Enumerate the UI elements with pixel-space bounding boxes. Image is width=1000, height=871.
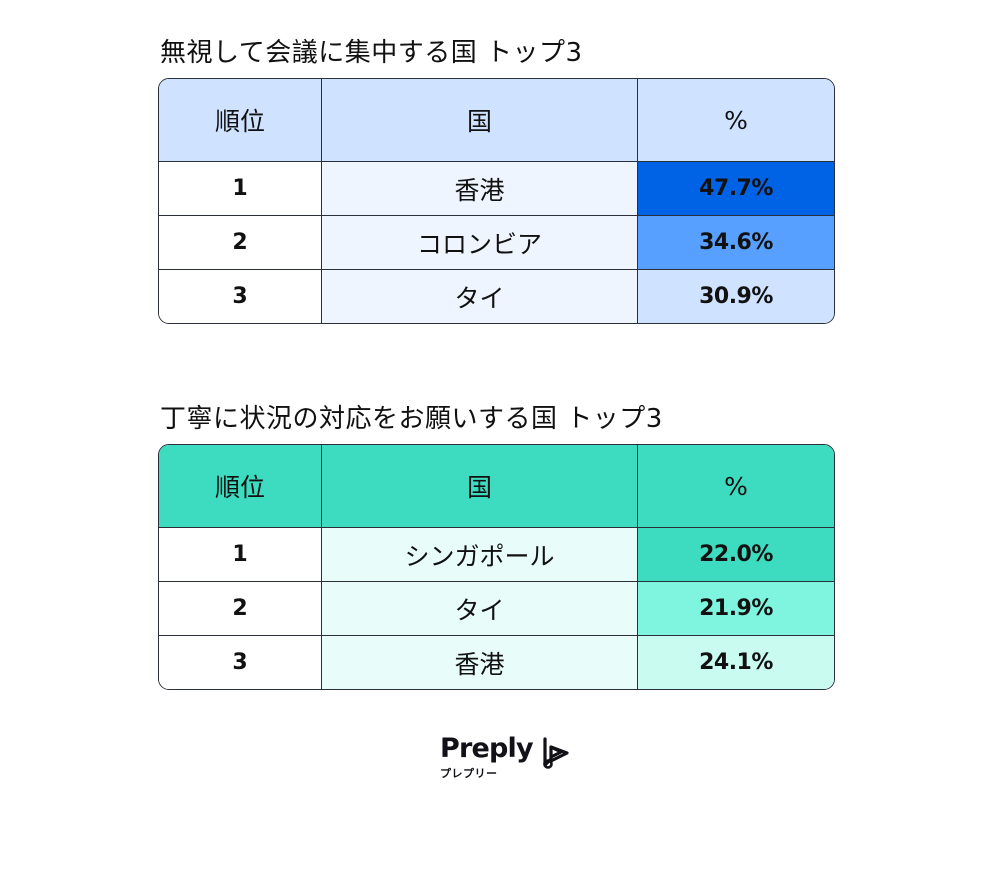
header-percent: % [638,445,834,527]
country-cell: 香港 [322,636,638,689]
header-rank: 順位 [159,445,322,527]
logo-subtitle: プレプリー [440,767,498,780]
preply-logo: Preply プレプリー [440,733,569,781]
rank-cell: 3 [159,636,322,689]
percent-cell: 22.0% [638,528,834,581]
country-cell: 香港 [322,162,638,215]
percent-cell: 30.9% [638,270,834,323]
percent-cell: 24.1% [638,636,834,689]
table-2: 順位 国 % 1 シンガポール 22.0% 2 タイ 21.9% 3 香港 24… [158,444,835,690]
percent-cell: 34.6% [638,216,834,269]
table-row: 3 香港 24.1% [159,635,834,689]
table-1-title: 無視して会議に集中する国 トップ3 [160,38,583,68]
country-cell: タイ [322,270,638,323]
table-row: 1 シンガポール 22.0% [159,527,834,581]
percent-cell: 47.7% [638,162,834,215]
rank-cell: 1 [159,162,322,215]
preply-logo-icon [543,737,569,769]
header-country: 国 [322,79,638,161]
country-cell: タイ [322,582,638,635]
table-2-title: 丁寧に状況の対応をお願いする国 トップ3 [160,404,663,434]
table-1-header-row: 順位 国 % [159,79,834,161]
rank-cell: 2 [159,216,322,269]
table-1: 順位 国 % 1 香港 47.7% 2 コロンビア 34.6% 3 タイ 30.… [158,78,835,324]
header-rank: 順位 [159,79,322,161]
table-2-header-row: 順位 国 % [159,445,834,527]
logo-wordmark: Preply [440,733,534,764]
percent-cell: 21.9% [638,582,834,635]
header-country: 国 [322,445,638,527]
table-row: 1 香港 47.7% [159,161,834,215]
table-row: 2 コロンビア 34.6% [159,215,834,269]
rank-cell: 3 [159,270,322,323]
country-cell: コロンビア [322,216,638,269]
rank-cell: 2 [159,582,322,635]
table-row: 2 タイ 21.9% [159,581,834,635]
table-row: 3 タイ 30.9% [159,269,834,323]
rank-cell: 1 [159,528,322,581]
country-cell: シンガポール [322,528,638,581]
header-percent: % [638,79,834,161]
